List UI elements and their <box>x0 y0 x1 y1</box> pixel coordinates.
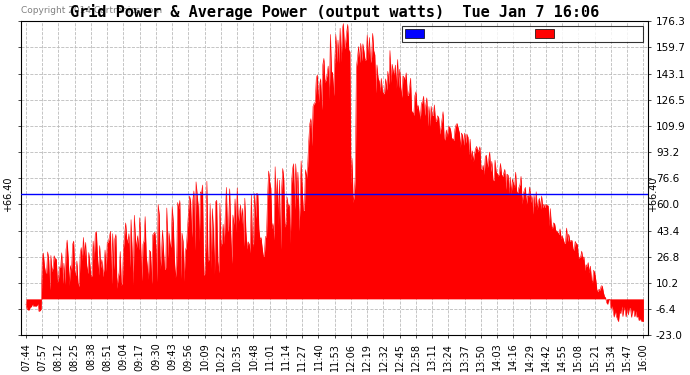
Legend: Average  (AC Watts), Grid  (AC Watts): Average (AC Watts), Grid (AC Watts) <box>402 26 644 42</box>
Text: Copyright 2014 Cartronics.com: Copyright 2014 Cartronics.com <box>21 6 162 15</box>
Text: +66.40: +66.40 <box>649 177 658 212</box>
Text: +66.40: +66.40 <box>3 177 13 212</box>
Title: Grid Power & Average Power (output watts)  Tue Jan 7 16:06: Grid Power & Average Power (output watts… <box>70 4 600 20</box>
